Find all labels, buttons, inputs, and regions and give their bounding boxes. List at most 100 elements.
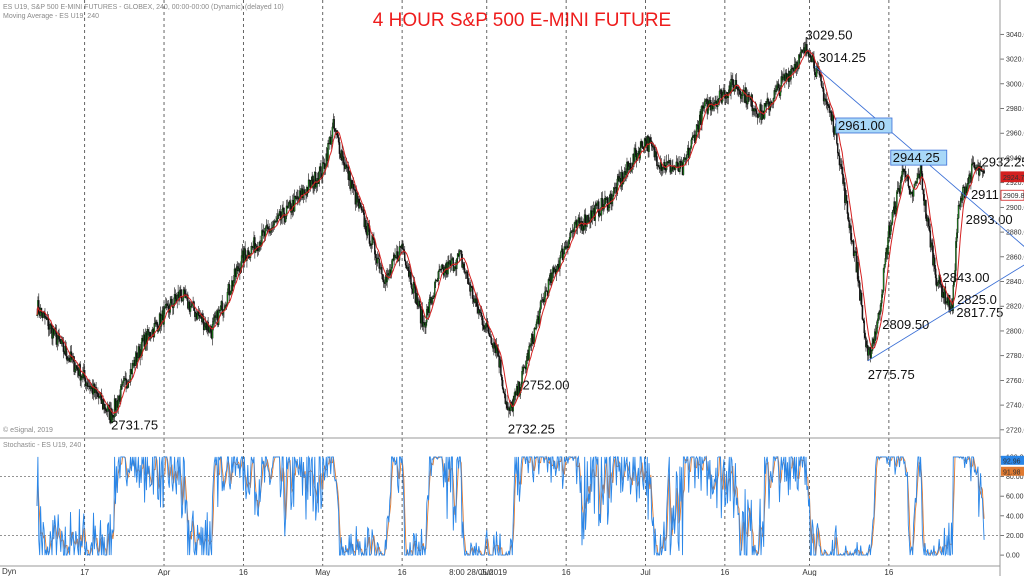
candle-body: [189, 306, 192, 312]
candle-body: [841, 166, 843, 175]
candle-body: [343, 156, 345, 166]
trendline: [867, 264, 1024, 362]
candle-body: [544, 291, 546, 303]
candle-body: [741, 89, 744, 96]
candle-body: [276, 218, 278, 222]
candle-body: [174, 294, 177, 299]
candle-body: [419, 300, 421, 307]
candle-body: [853, 252, 856, 256]
candle-body: [293, 195, 296, 212]
candle-body: [487, 327, 490, 334]
candle-body: [285, 205, 288, 217]
candle-body: [284, 216, 287, 222]
candle-body: [250, 246, 253, 254]
candle-body: [625, 172, 627, 175]
candle-body: [921, 173, 924, 190]
time-tick-label: 16: [562, 568, 571, 576]
candle-body: [224, 305, 227, 307]
candle-body: [394, 254, 396, 258]
candle-body: [560, 251, 562, 258]
candle-body: [97, 393, 99, 397]
candle-body: [441, 264, 444, 270]
candle-body: [470, 286, 472, 292]
price-annotation: 2732.25: [508, 422, 555, 437]
candle-body: [289, 201, 291, 204]
candle-body: [641, 141, 643, 147]
candle-body: [426, 309, 428, 323]
candle-body: [471, 287, 474, 299]
candle-body: [463, 268, 466, 273]
candle-body: [539, 301, 542, 310]
candle-body: [601, 198, 604, 207]
candle-body: [814, 68, 816, 75]
candle-body: [664, 162, 666, 170]
candle-body: [197, 311, 200, 316]
candle-body: [461, 253, 463, 268]
candle-body: [613, 187, 615, 196]
price-tag-box: [1000, 189, 1024, 201]
candle-body: [463, 263, 465, 269]
moving-average: [36, 49, 985, 415]
candle-body: [957, 205, 960, 219]
moving-average-line: [36, 49, 985, 415]
candle-body: [490, 336, 492, 344]
candle-body: [466, 271, 469, 279]
candle-body: [616, 178, 619, 195]
candle-body: [845, 195, 848, 202]
price-annotation: 2809.50: [882, 317, 929, 332]
price-annotation: 2893.00: [966, 212, 1013, 227]
stoch-d-line: [36, 455, 985, 557]
candle-body: [156, 321, 158, 325]
candle-body: [916, 178, 918, 184]
candle-body: [661, 169, 664, 171]
candle-body: [968, 174, 970, 184]
candle-body: [656, 156, 658, 167]
annotation-box: [890, 149, 948, 166]
candle-body: [956, 232, 958, 242]
candle-body: [160, 315, 163, 327]
candle-body: [378, 258, 380, 269]
candle-body: [956, 218, 959, 234]
candle-body: [502, 388, 505, 393]
candle-body: [86, 382, 89, 387]
price-annotation: 2752.00: [523, 377, 570, 392]
price-annotation: 3029.50: [806, 27, 853, 42]
candle-body: [740, 95, 743, 99]
price-tick-label: 2800.00: [1006, 328, 1024, 335]
candle-body: [858, 281, 860, 283]
candle-body: [846, 200, 849, 214]
candle-body: [291, 210, 293, 213]
candle-body: [535, 323, 537, 330]
price-axis: 2720.00 2740.00 2760.00 2780.00 2800.00 2820.…: [1000, 32, 1024, 434]
candle-body: [105, 409, 107, 412]
candle-body: [578, 217, 581, 223]
price-tick-label: 2880.00: [1006, 230, 1024, 237]
candle-body: [732, 79, 734, 85]
candle-body: [433, 295, 435, 299]
price-annotation: 2825.0: [957, 292, 997, 307]
candle-body: [682, 159, 685, 175]
candle-body: [232, 280, 235, 287]
candle-body: [612, 195, 614, 200]
candle-body: [390, 267, 393, 274]
candle-body: [644, 138, 647, 141]
price-annotation: 2843.00: [943, 270, 990, 285]
candle-body: [832, 114, 835, 133]
candles: [36, 37, 985, 425]
candle-body: [826, 101, 828, 105]
candle-body: [240, 255, 243, 268]
candle-body: [875, 327, 878, 335]
candle-body: [297, 196, 299, 199]
candle-body: [928, 225, 931, 231]
price-tick-label: 3020.00: [1006, 57, 1024, 64]
candle-body: [337, 137, 340, 143]
candle-body: [410, 272, 412, 285]
candle-body: [318, 170, 320, 184]
candle-body: [936, 284, 939, 287]
candle-body: [131, 362, 134, 375]
price-tick-label: 3040.00: [1006, 32, 1024, 39]
candle-body: [433, 282, 436, 297]
candle-body: [235, 270, 238, 277]
candle-body: [880, 302, 882, 312]
stoch-tag-box: [1001, 455, 1024, 465]
